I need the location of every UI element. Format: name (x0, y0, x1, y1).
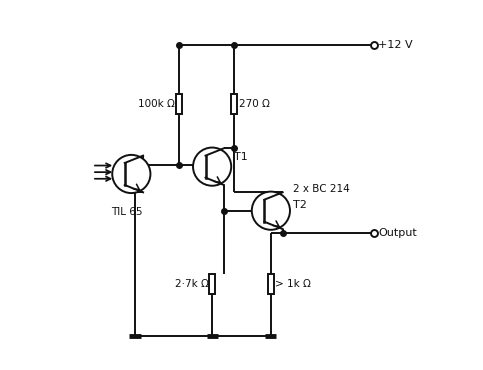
Text: 100k Ω: 100k Ω (138, 99, 175, 109)
Text: +12 V: +12 V (378, 40, 413, 50)
Text: 2 x BC 214: 2 x BC 214 (293, 184, 350, 194)
Circle shape (112, 155, 150, 193)
Circle shape (193, 148, 231, 186)
Bar (231, 94, 238, 114)
Text: T1: T1 (234, 152, 248, 162)
Text: Output: Output (378, 228, 417, 239)
Text: 270 Ω: 270 Ω (239, 99, 270, 109)
Text: TIL 65: TIL 65 (111, 207, 142, 217)
Circle shape (252, 192, 290, 230)
Bar (176, 94, 183, 114)
Bar (268, 274, 274, 294)
Bar (209, 274, 215, 294)
Text: 2·7k Ω: 2·7k Ω (174, 279, 209, 289)
Text: > 1k Ω: > 1k Ω (275, 279, 311, 289)
Text: T2: T2 (293, 200, 307, 210)
